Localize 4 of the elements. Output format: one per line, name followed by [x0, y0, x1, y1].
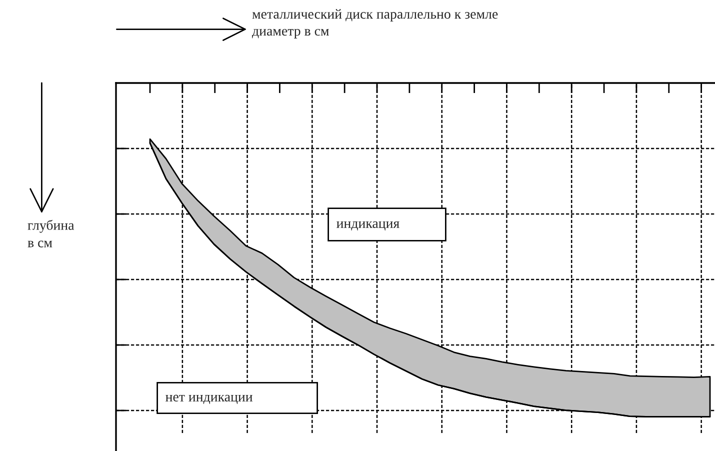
- y-axis-title: глубина в см: [28, 220, 74, 248]
- x-axis-title: металлический диск параллельно к земле диаметр в см: [252, 9, 498, 38]
- annotation: индикация: [336, 221, 400, 231]
- annotation: нет индикации: [166, 394, 252, 404]
